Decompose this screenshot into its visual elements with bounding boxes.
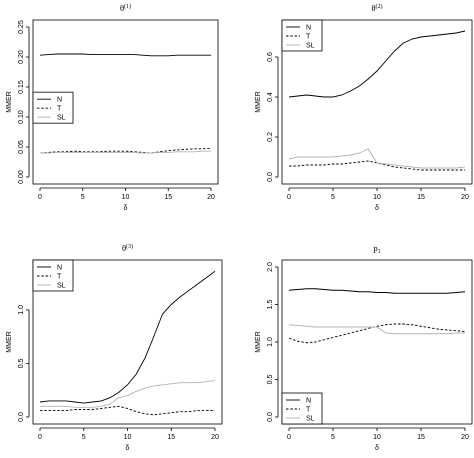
legend-label-t: T <box>57 274 62 281</box>
x-tick-label: 10 <box>122 194 130 201</box>
legend-label-sl: SL <box>57 115 66 122</box>
x-tick-label: 0 <box>287 194 291 201</box>
x-tick-label: 0 <box>38 194 42 201</box>
chart-title-superscript: (3) <box>126 243 133 250</box>
y-tick-label: 2.0 <box>267 262 274 272</box>
x-tick-label: 20 <box>207 194 215 201</box>
x-tick-label: 20 <box>461 434 469 441</box>
plot-frame <box>281 259 473 425</box>
x-tick-label: 10 <box>373 194 381 201</box>
x-tick-label: 15 <box>417 194 425 201</box>
legend-label-n: N <box>57 97 62 104</box>
y-tick-label: 1.5 <box>267 300 274 310</box>
legend-label-sl: SL <box>306 43 315 50</box>
series-line-n <box>288 30 466 98</box>
x-tick-label: 5 <box>331 194 335 201</box>
chart-title-superscript: (2) <box>376 3 383 10</box>
plot-frame <box>32 259 223 425</box>
series-line-n <box>39 270 216 404</box>
y-tick-label: 0.20 <box>18 50 25 64</box>
legend-box <box>281 392 323 425</box>
y-tick-label: 0.5 <box>18 358 25 368</box>
x-tick-label: 0 <box>38 434 42 441</box>
x-tick-label: 15 <box>417 434 425 441</box>
legend-label-t: T <box>57 106 62 113</box>
chart-title-main: p <box>373 243 377 253</box>
series-line-sl <box>40 380 216 408</box>
x-tick-label: 20 <box>211 434 219 441</box>
legend-box <box>281 19 323 52</box>
x-axis-label: δ <box>375 445 379 452</box>
chart-title: θ(2) <box>371 3 382 13</box>
y-tick-label: 0.0 <box>267 172 274 182</box>
x-tick-label: 10 <box>373 434 381 441</box>
y-tick-label: 0.15 <box>18 80 25 94</box>
legend-label-n: N <box>57 265 62 272</box>
legend-label-n: N <box>306 398 311 405</box>
legend: NT SL <box>281 392 323 425</box>
series-line-t <box>40 405 215 416</box>
y-tick-label: 0.5 <box>267 375 274 385</box>
y-tick-label: 0.10 <box>18 110 25 124</box>
chart-title-main: θ <box>371 3 375 13</box>
legend: NT SL <box>281 19 323 52</box>
y-tick-label: 0.0 <box>267 412 274 422</box>
series-line-sl <box>288 324 465 335</box>
y-axis-label: MMER <box>255 331 262 352</box>
chart-title-main: θ <box>120 3 124 13</box>
chart-title: θ(1) <box>120 3 131 13</box>
y-tick-label: 0.00 <box>18 170 25 184</box>
chart-title-subscript: 1 <box>378 249 381 255</box>
legend-label-sl: SL <box>306 416 315 423</box>
x-tick-label: 15 <box>164 194 172 201</box>
x-tick-label: 0 <box>287 434 291 441</box>
x-tick-label: 5 <box>81 194 85 201</box>
y-axis-label: MMER <box>6 331 13 352</box>
legend: NT SL <box>32 91 74 124</box>
chart-title-main: θ <box>122 243 126 253</box>
x-tick-label: 5 <box>331 434 335 441</box>
y-axis-label: MMER <box>255 91 262 112</box>
legend-label-t: T <box>306 34 311 41</box>
y-tick-label: 1.0 <box>267 337 274 347</box>
x-tick-label: 10 <box>124 434 132 441</box>
plot-frame <box>281 19 473 185</box>
legend-box <box>32 91 74 124</box>
chart-title-superscript: (1) <box>124 3 131 10</box>
x-axis-label: δ <box>124 205 128 212</box>
y-tick-label: 0.2 <box>267 132 274 142</box>
series-line-n <box>288 288 466 294</box>
legend-label-sl: SL <box>57 283 66 290</box>
chart-title: p1 <box>373 243 380 255</box>
legend-label-n: N <box>306 25 311 32</box>
series-line-t <box>39 147 212 154</box>
y-tick-label: 0.25 <box>18 20 25 34</box>
series-line-n <box>39 53 211 57</box>
y-tick-label: 0.6 <box>267 52 274 62</box>
legend-label-t: T <box>306 407 311 414</box>
y-tick-label: 1.0 <box>18 305 25 315</box>
x-axis-label: δ <box>375 205 379 212</box>
y-axis-label: MMER <box>6 91 13 112</box>
y-tick-label: 0.05 <box>18 140 25 154</box>
x-tick-label: 20 <box>461 194 469 201</box>
y-tick-label: 0.0 <box>18 412 25 422</box>
chart-panel-3: θ(3) 0 5 10 15 20 δ 0.0 0.5 1.0 MMER NT SL <box>6 243 223 452</box>
series-line-t <box>288 323 466 344</box>
series-line-t <box>289 160 465 171</box>
x-axis-label: δ <box>126 445 130 452</box>
x-tick-label: 15 <box>167 434 175 441</box>
chart-panel-1: θ(1) 0 5 10 15 20 δ 0.00 0.05 0.10 0.15 0.20 0.25 MME… <box>6 3 219 212</box>
y-tick-label: 0.4 <box>267 92 274 102</box>
legend: NT SL <box>32 259 74 292</box>
series-line-sl <box>40 150 211 154</box>
chart-title: θ(3) <box>122 243 133 253</box>
chart-panel-2: θ(2) 0 5 10 15 20 δ 0.0 0.2 0.4 0.6 MMER NT SL <box>255 3 473 212</box>
legend-box <box>32 259 74 292</box>
x-tick-label: 5 <box>82 434 86 441</box>
series-line-sl <box>288 148 466 169</box>
